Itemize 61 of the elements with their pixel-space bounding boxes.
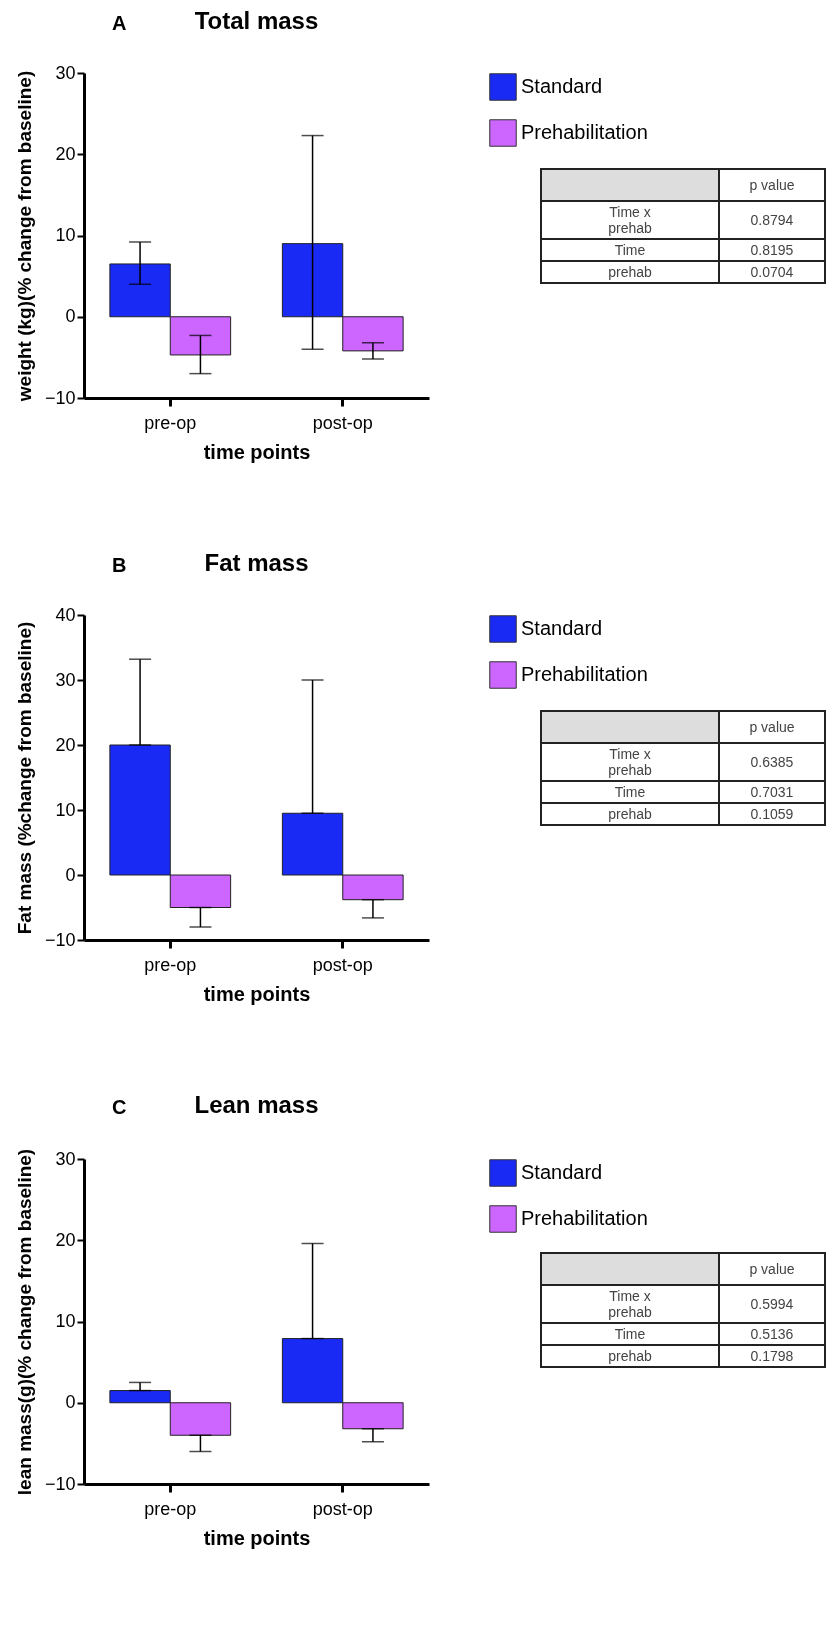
y-tick-label: −10 (44, 929, 76, 950)
text: 0.0704 (719, 261, 825, 283)
text: 0.8195 (719, 239, 825, 261)
text: 0.6385 (719, 743, 825, 781)
legend-label: Standard (521, 75, 603, 97)
text: 0.8794 (719, 201, 825, 239)
y-tick-label: 30 (55, 669, 76, 690)
y-tick-label: 40 (55, 604, 76, 625)
x-tick-label: post-op (312, 954, 373, 975)
y-tick-label: 30 (55, 1148, 76, 1169)
text: Time (541, 239, 719, 261)
text: Time (541, 1323, 719, 1345)
x-tick-label: pre-op (144, 954, 197, 975)
text: 0.5136 (719, 1323, 825, 1345)
y-axis-title: weight (kg)(% change from baseline) (13, 70, 35, 403)
y-tick-label: 20 (55, 1229, 76, 1250)
text: 0.5994 (719, 1285, 825, 1323)
chart-title: Lean mass (194, 1091, 319, 1119)
text: C (112, 1096, 127, 1119)
y-tick-label: 0 (65, 864, 76, 885)
y-axis-title: lean mass(g)(% change from baseline) (13, 1148, 35, 1496)
text: p value (719, 169, 825, 201)
legend-label: Standard (521, 617, 603, 639)
x-tick-label: pre-op (144, 412, 197, 433)
text: prehab (541, 1345, 719, 1367)
y-tick-label: 10 (55, 799, 76, 820)
x-axis-title: time points (203, 982, 311, 1005)
text: 0.1798 (719, 1345, 825, 1367)
chart-title: Fat mass (204, 549, 309, 576)
text: prehab (541, 803, 719, 825)
text: Time x prehab (541, 743, 719, 781)
legend-label: Prehabilitation (521, 663, 648, 685)
y-axis-title: Fat mass (%change from baseline) (13, 621, 35, 935)
x-tick-label: post-op (312, 1498, 373, 1519)
y-tick-label: 20 (55, 143, 76, 164)
text: Time x prehab (541, 1285, 719, 1323)
text: prehab (541, 261, 719, 283)
x-axis-title: time points (203, 440, 311, 463)
text: A (112, 12, 127, 35)
text: p value (719, 711, 825, 743)
y-tick-label: 20 (55, 734, 76, 755)
y-tick-label: 0 (65, 306, 76, 327)
x-axis-title: time points (203, 1526, 311, 1549)
legend-label: Standard (521, 1161, 603, 1183)
text: B (112, 554, 127, 577)
chart-title: Total mass (194, 7, 319, 34)
y-tick-label: −10 (44, 387, 76, 408)
x-tick-label: post-op (312, 412, 373, 433)
y-tick-label: 30 (55, 62, 76, 83)
text: 0.7031 (719, 781, 825, 803)
text: 0.1059 (719, 803, 825, 825)
y-tick-label: −10 (44, 1473, 76, 1494)
y-tick-label: 10 (55, 225, 76, 245)
text: Time x prehab (541, 201, 719, 239)
text: p value (719, 1253, 825, 1285)
legend-label: Prehabilitation (521, 1207, 648, 1229)
legend-label: Prehabilitation (521, 121, 648, 143)
text: Time (541, 781, 719, 803)
y-tick-label: 0 (65, 1392, 76, 1413)
y-tick-label: 10 (55, 1311, 76, 1331)
x-tick-label: pre-op (144, 1498, 197, 1519)
